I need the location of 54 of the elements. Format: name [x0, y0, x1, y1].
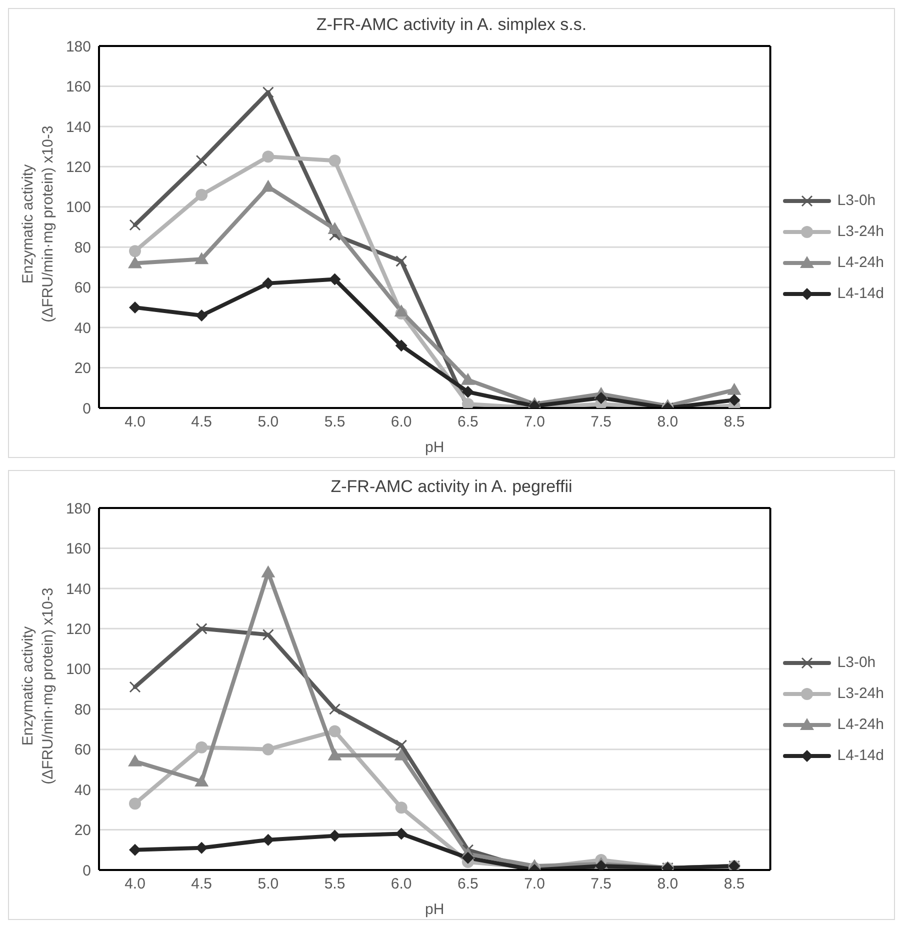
y-tick-label: 140: [66, 118, 91, 136]
legend-label: L3-0h: [837, 654, 876, 671]
legend-label: L3-24h: [837, 685, 884, 702]
y-tick-label: 20: [74, 360, 91, 378]
x-tick-label: 4.0: [124, 876, 146, 893]
chart-title: Z-FR-AMC activity in A. pegreffii: [330, 476, 574, 498]
y-tick-label: 80: [74, 701, 91, 718]
x-tick-label: 5.0: [258, 414, 279, 431]
y-tick-label: 0: [82, 400, 91, 418]
y-tick-label: 0: [82, 862, 91, 880]
legend-label: L3-24h: [837, 223, 884, 240]
y-axis-title: Enzymatic activity (ΔFRU/min·mg protein) x10-3: [18, 126, 57, 322]
x-tick-label: 6.0: [390, 876, 412, 893]
x-tick-label: 5.5: [324, 414, 346, 431]
y-tick-label: 20: [74, 822, 91, 840]
x-tick-label: 6.5: [458, 414, 478, 431]
x-tick-label: 8.5: [724, 414, 745, 431]
y-tick-label: 120: [66, 158, 91, 176]
y-tick-label: 60: [74, 280, 91, 297]
x-tick-label: 8.5: [724, 876, 745, 893]
x-tick-label: 7.5: [590, 876, 612, 893]
x-tick-label: 4.5: [191, 876, 212, 893]
x-tick-label: 5.0: [258, 876, 279, 893]
y-axis-title: Enzymatic activity (ΔFRU/min·mg protein) x10-3: [18, 588, 57, 784]
y-tick-label: 180: [66, 500, 91, 518]
x-tick-label: 7.0: [524, 414, 545, 431]
legend-label: L4-14d: [837, 285, 884, 302]
x-tick-label: 8.0: [657, 414, 678, 431]
x-tick-label: 8.0: [657, 876, 678, 893]
x-axis-title: pH: [425, 901, 444, 918]
x-axis-title: pH: [425, 439, 444, 456]
x-tick-label: 7.0: [524, 876, 545, 893]
legend-label: L4-14d: [837, 747, 884, 764]
y-tick-label: 160: [66, 78, 91, 96]
x-tick-label: 4.0: [124, 414, 146, 431]
y-tick-label: 100: [66, 661, 91, 678]
legend-label: L3-0h: [837, 192, 876, 209]
chart-title: Z-FR-AMC activity in A. simplex s.s.: [315, 14, 588, 36]
y-tick-label: 80: [74, 239, 91, 256]
x-tick-label: 6.0: [390, 414, 412, 431]
y-tick-label: 180: [66, 38, 91, 56]
legend-label: L4-24h: [837, 254, 884, 271]
y-tick-label: 100: [66, 199, 91, 216]
x-tick-label: 5.5: [324, 876, 346, 893]
y-tick-label: 40: [74, 782, 91, 799]
x-tick-label: 4.5: [191, 414, 212, 431]
y-tick-label: 120: [66, 620, 91, 638]
y-tick-label: 60: [74, 742, 91, 759]
legend-label: L4-24h: [837, 716, 884, 733]
y-tick-label: 140: [66, 580, 91, 598]
y-tick-label: 40: [74, 320, 91, 337]
x-tick-label: 7.5: [590, 414, 612, 431]
y-tick-label: 160: [66, 540, 91, 558]
x-tick-label: 6.5: [458, 876, 478, 893]
